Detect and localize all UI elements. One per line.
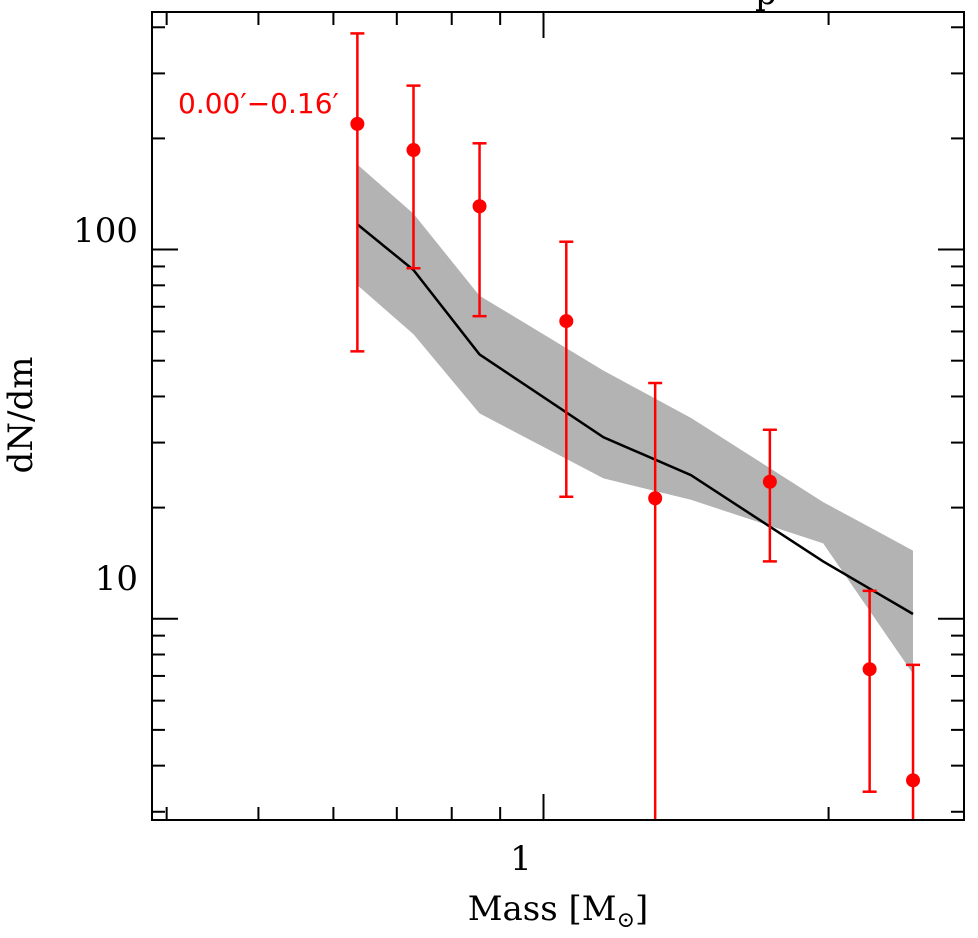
data-point: [406, 143, 421, 158]
x-axis-label-bracket: ]: [635, 889, 648, 929]
y-tick-label-100: 100: [73, 211, 138, 251]
data-point: [648, 491, 663, 506]
confidence-band: [357, 164, 913, 674]
x-axis-label-text: Mass [M: [468, 889, 617, 929]
model-line: [356, 223, 914, 616]
confidence-band-layer: [357, 164, 913, 674]
data-point: [472, 199, 487, 214]
axis-ticks: [152, 12, 964, 820]
radius-range-annotation: 0.00′−0.16′: [178, 87, 339, 120]
x-axis-label-symbol: ⊙: [617, 908, 635, 933]
model-line-layer: [356, 223, 914, 616]
data-point: [906, 773, 921, 788]
y-axis-label: dN/dm: [1, 357, 41, 474]
x-tick-label-1: 1: [510, 839, 532, 879]
data-point: [350, 116, 365, 131]
data-point: [862, 662, 877, 677]
data-point: [559, 314, 574, 329]
errorbar-layer: [350, 32, 921, 820]
plot-frame: [151, 11, 965, 821]
title-fragment: p: [755, 0, 777, 13]
x-axis-label: Mass [M⊙]: [468, 889, 649, 933]
y-tick-label-10: 10: [95, 559, 138, 599]
data-point: [762, 474, 777, 489]
